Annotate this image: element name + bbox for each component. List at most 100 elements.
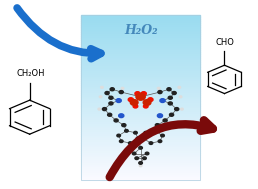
Bar <box>81 155 200 157</box>
Bar <box>81 89 200 91</box>
Bar <box>81 114 200 116</box>
Circle shape <box>144 131 148 134</box>
Circle shape <box>175 108 179 111</box>
Circle shape <box>149 142 153 144</box>
Bar <box>81 97 200 99</box>
Circle shape <box>139 146 142 149</box>
Circle shape <box>130 100 138 105</box>
Bar <box>81 23 200 25</box>
Bar <box>81 95 200 97</box>
Circle shape <box>121 87 124 89</box>
Circle shape <box>114 119 118 122</box>
Bar <box>81 147 200 149</box>
Circle shape <box>136 93 145 100</box>
Bar <box>81 29 200 32</box>
Bar <box>81 149 200 151</box>
Bar <box>81 175 200 177</box>
Bar <box>81 165 200 167</box>
Circle shape <box>109 96 113 99</box>
Bar <box>81 46 200 48</box>
Bar <box>81 48 200 50</box>
Text: H₂O₂: H₂O₂ <box>124 24 157 37</box>
Circle shape <box>128 142 132 144</box>
Bar <box>81 104 200 105</box>
Bar <box>81 38 200 40</box>
Bar <box>81 44 200 46</box>
Bar <box>81 32 200 34</box>
Bar <box>81 77 200 79</box>
Bar <box>81 169 200 171</box>
Circle shape <box>157 114 163 118</box>
Bar <box>81 157 200 159</box>
Circle shape <box>117 134 120 137</box>
Circle shape <box>157 87 160 89</box>
Circle shape <box>132 152 136 155</box>
Circle shape <box>116 99 121 102</box>
Circle shape <box>101 86 103 88</box>
Bar <box>81 60 200 62</box>
Bar <box>81 19 200 21</box>
Bar <box>81 52 200 54</box>
Bar <box>81 83 200 85</box>
Circle shape <box>105 91 109 94</box>
Bar <box>81 25 200 27</box>
Bar <box>81 79 200 81</box>
Bar <box>81 67 200 69</box>
Text: CH₂OH: CH₂OH <box>16 69 45 78</box>
Bar <box>81 136 200 138</box>
Bar <box>81 112 200 114</box>
Circle shape <box>181 108 183 110</box>
Bar <box>81 75 200 77</box>
Bar <box>81 177 200 180</box>
Circle shape <box>163 119 167 122</box>
Bar <box>81 120 200 122</box>
Bar <box>81 87 200 89</box>
Circle shape <box>119 91 123 94</box>
Circle shape <box>168 96 172 99</box>
Circle shape <box>178 86 181 88</box>
Bar <box>81 99 200 101</box>
Bar <box>81 118 200 120</box>
Circle shape <box>109 102 113 105</box>
Circle shape <box>133 105 138 108</box>
Bar <box>81 128 200 130</box>
Circle shape <box>145 152 149 155</box>
Circle shape <box>172 91 176 94</box>
Circle shape <box>143 157 146 160</box>
Circle shape <box>110 88 114 91</box>
Bar <box>81 173 200 175</box>
Bar <box>81 161 200 163</box>
Bar <box>81 69 200 71</box>
Circle shape <box>135 157 139 160</box>
Bar <box>81 122 200 124</box>
Bar <box>81 145 200 147</box>
Circle shape <box>153 129 157 132</box>
Circle shape <box>148 98 153 101</box>
Bar <box>81 58 200 60</box>
Bar <box>81 40 200 42</box>
Circle shape <box>158 91 162 94</box>
Circle shape <box>102 108 107 111</box>
Circle shape <box>99 96 102 98</box>
Bar <box>81 101 200 104</box>
Bar <box>81 126 200 128</box>
Bar <box>81 21 200 23</box>
Circle shape <box>98 108 101 110</box>
Circle shape <box>119 114 124 118</box>
Bar <box>81 105 200 108</box>
Bar <box>81 64 200 67</box>
Bar <box>81 73 200 75</box>
Bar <box>81 85 200 87</box>
Bar <box>81 151 200 153</box>
Circle shape <box>134 131 137 134</box>
Bar <box>81 124 200 126</box>
Bar <box>81 167 200 169</box>
Circle shape <box>170 113 174 116</box>
Bar <box>81 81 200 83</box>
Bar <box>81 56 200 58</box>
Circle shape <box>119 140 123 143</box>
Bar <box>81 110 200 112</box>
Circle shape <box>143 100 151 105</box>
Bar <box>81 93 200 95</box>
Circle shape <box>139 165 142 167</box>
